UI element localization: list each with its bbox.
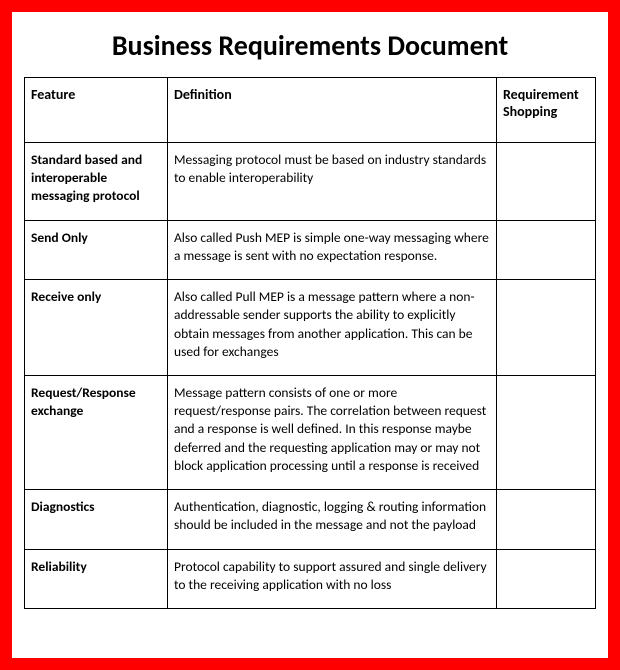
table-row: Diagnostics Authentication, diagnostic, … <box>25 490 596 549</box>
cell-definition: Also called Push MEP is simple one-way m… <box>168 220 497 279</box>
document-frame: Business Requirements Document Feature D… <box>0 0 620 670</box>
cell-feature: Reliability <box>25 549 168 608</box>
cell-definition: Protocol capability to support assured a… <box>168 549 497 608</box>
document-title: Business Requirements Document <box>24 28 596 63</box>
cell-definition: Messaging protocol must be based on indu… <box>168 143 497 221</box>
cell-shopping <box>497 490 596 549</box>
cell-shopping <box>497 375 596 489</box>
cell-shopping <box>497 143 596 221</box>
cell-feature: Request/Response exchange <box>25 375 168 489</box>
cell-definition: Message pattern consists of one or more … <box>168 375 497 489</box>
table-row: Reliability Protocol capability to suppo… <box>25 549 596 608</box>
cell-feature: Diagnostics <box>25 490 168 549</box>
col-header-definition: Definition <box>168 78 497 143</box>
table-row: Request/Response exchange Message patter… <box>25 375 596 489</box>
cell-feature: Standard based and interoperable messagi… <box>25 143 168 221</box>
cell-feature: Send Only <box>25 220 168 279</box>
col-header-feature: Feature <box>25 78 168 143</box>
cell-definition: Authentication, diagnostic, logging & ro… <box>168 490 497 549</box>
table-row: Send Only Also called Push MEP is simple… <box>25 220 596 279</box>
cell-shopping <box>497 220 596 279</box>
cell-definition: Also called Pull MEP is a message patter… <box>168 280 497 376</box>
table-row: Receive only Also called Pull MEP is a m… <box>25 280 596 376</box>
table-header-row: Feature Definition Requirement Shopping <box>25 78 596 143</box>
table-row: Standard based and interoperable messagi… <box>25 143 596 221</box>
cell-shopping <box>497 549 596 608</box>
cell-shopping <box>497 280 596 376</box>
requirements-table: Feature Definition Requirement Shopping … <box>24 77 596 609</box>
cell-feature: Receive only <box>25 280 168 376</box>
col-header-shopping: Requirement Shopping <box>497 78 596 143</box>
